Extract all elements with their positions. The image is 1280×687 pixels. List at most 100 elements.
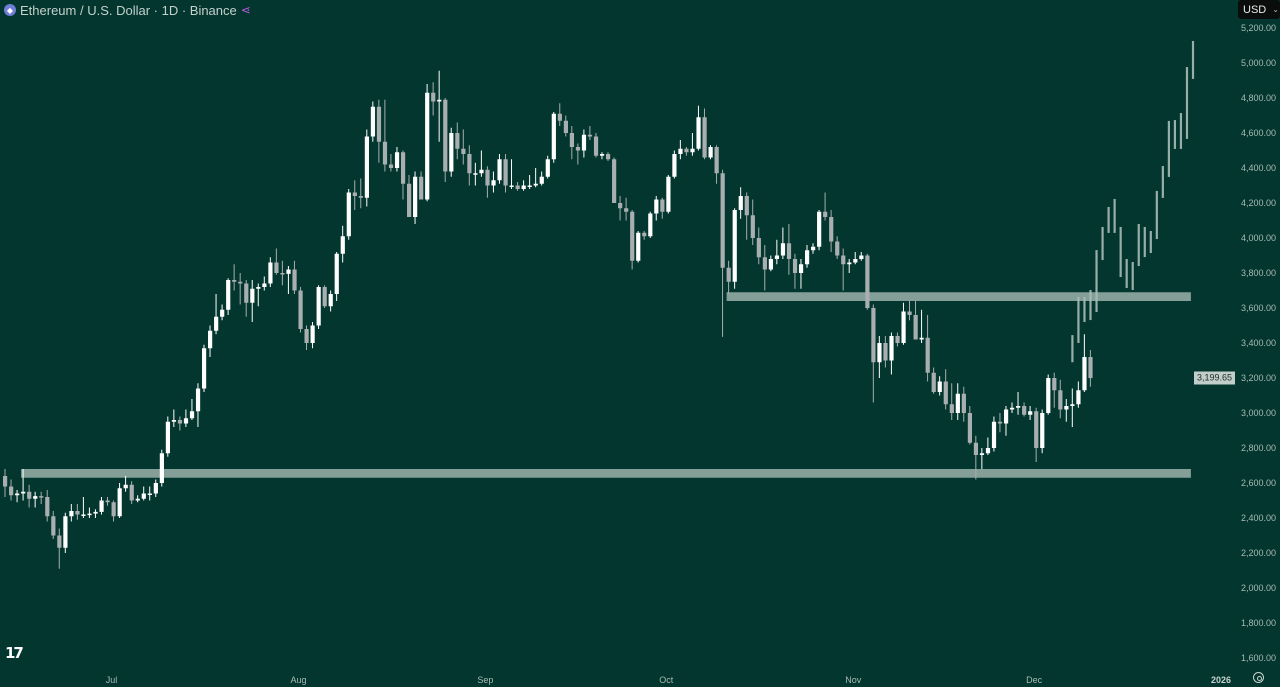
candle: [9, 479, 14, 501]
candle-body: [817, 211, 822, 247]
candle: [642, 231, 647, 240]
candle-body: [1022, 406, 1027, 415]
candle: [376, 99, 382, 163]
projection-bar: [1131, 261, 1134, 290]
candle-body: [39, 496, 44, 498]
candle: [1010, 402, 1015, 413]
projection-bar: [1095, 250, 1098, 313]
candle: [509, 159, 514, 189]
candle: [244, 280, 249, 317]
candle-body: [587, 134, 593, 137]
candle-body: [750, 215, 755, 238]
candle-body: [298, 290, 303, 329]
projection-bar: [1179, 113, 1183, 149]
candle: [328, 290, 333, 312]
candle-body: [400, 152, 406, 184]
currency-button[interactable]: USD ⌄: [1238, 0, 1280, 19]
candle: [129, 481, 134, 504]
candle: [714, 145, 719, 184]
candle-body: [352, 192, 357, 196]
candle: [250, 280, 255, 322]
candle-body: [123, 484, 128, 489]
candle: [1064, 399, 1069, 422]
candle: [1040, 409, 1045, 454]
candle-body: [455, 133, 460, 149]
candle-body: [159, 453, 164, 483]
candle-body: [473, 173, 478, 175]
candle: [545, 155, 550, 179]
candle: [648, 211, 653, 238]
symbol-header[interactable]: ◆ Ethereum / U.S. Dollar · 1D · Binance …: [4, 2, 251, 18]
candle: [310, 322, 315, 349]
candle-body: [334, 253, 339, 294]
projection-bar: [1113, 198, 1116, 233]
candle: [901, 302, 906, 345]
candle-body: [1088, 357, 1093, 379]
candle-body: [955, 393, 960, 413]
candle: [1028, 406, 1033, 420]
candle: [81, 497, 86, 518]
tradingview-logo[interactable]: 17: [5, 644, 24, 662]
candle: [871, 304, 876, 403]
candle-body: [449, 133, 454, 172]
candle-body: [201, 348, 207, 389]
candle: [473, 162, 478, 186]
candle-body: [479, 169, 484, 174]
candle: [123, 476, 128, 492]
candle-body: [208, 330, 213, 349]
candle-body: [81, 514, 86, 516]
candle: [322, 285, 327, 308]
y-tick-label: 2,800.00: [1240, 443, 1276, 453]
candle-body: [322, 287, 327, 307]
candle-body: [847, 262, 852, 265]
candle-body: [69, 511, 74, 517]
candle-body: [853, 259, 858, 263]
candle-body: [883, 343, 888, 361]
candle-body: [1028, 411, 1033, 415]
candle: [883, 336, 888, 368]
candle-body: [328, 294, 333, 307]
candle-body: [503, 159, 508, 186]
projection-bar: [1107, 207, 1110, 233]
candle-body: [726, 267, 731, 282]
candle-body: [250, 288, 255, 303]
candle: [63, 512, 68, 553]
candle-body: [961, 393, 966, 413]
x-tick-label: Aug: [290, 675, 307, 685]
candle: [358, 178, 363, 209]
candle-body: [382, 141, 388, 165]
candle-body: [129, 484, 134, 501]
candle-body: [268, 262, 273, 284]
candle-body: [979, 453, 985, 455]
candle-body: [823, 211, 828, 217]
candle: [27, 484, 32, 508]
candle: [226, 278, 231, 315]
candle: [563, 115, 568, 137]
candle: [256, 283, 261, 307]
x-tick-label: Nov: [845, 675, 862, 685]
candle: [3, 469, 8, 497]
candle: [425, 84, 430, 202]
candle-body: [1070, 404, 1075, 406]
candle: [1088, 350, 1093, 387]
candle-body: [195, 388, 201, 412]
candle-body: [99, 500, 104, 512]
candle-body: [57, 535, 62, 548]
candle: [744, 192, 749, 240]
candle: [99, 497, 104, 515]
candle: [352, 180, 357, 210]
candle: [177, 416, 183, 431]
currency-label: USD: [1243, 3, 1267, 16]
candle: [407, 175, 412, 217]
candle-body: [792, 259, 798, 273]
candle: [1046, 374, 1051, 415]
candle-body: [304, 329, 309, 343]
candle-body: [551, 113, 556, 160]
candle: [618, 196, 623, 221]
projection-bar: [1137, 224, 1140, 266]
candle: [678, 140, 683, 160]
share-icon[interactable]: ⋖: [240, 3, 251, 17]
settings-icon[interactable]: [1253, 672, 1264, 683]
candle-body: [780, 243, 786, 256]
